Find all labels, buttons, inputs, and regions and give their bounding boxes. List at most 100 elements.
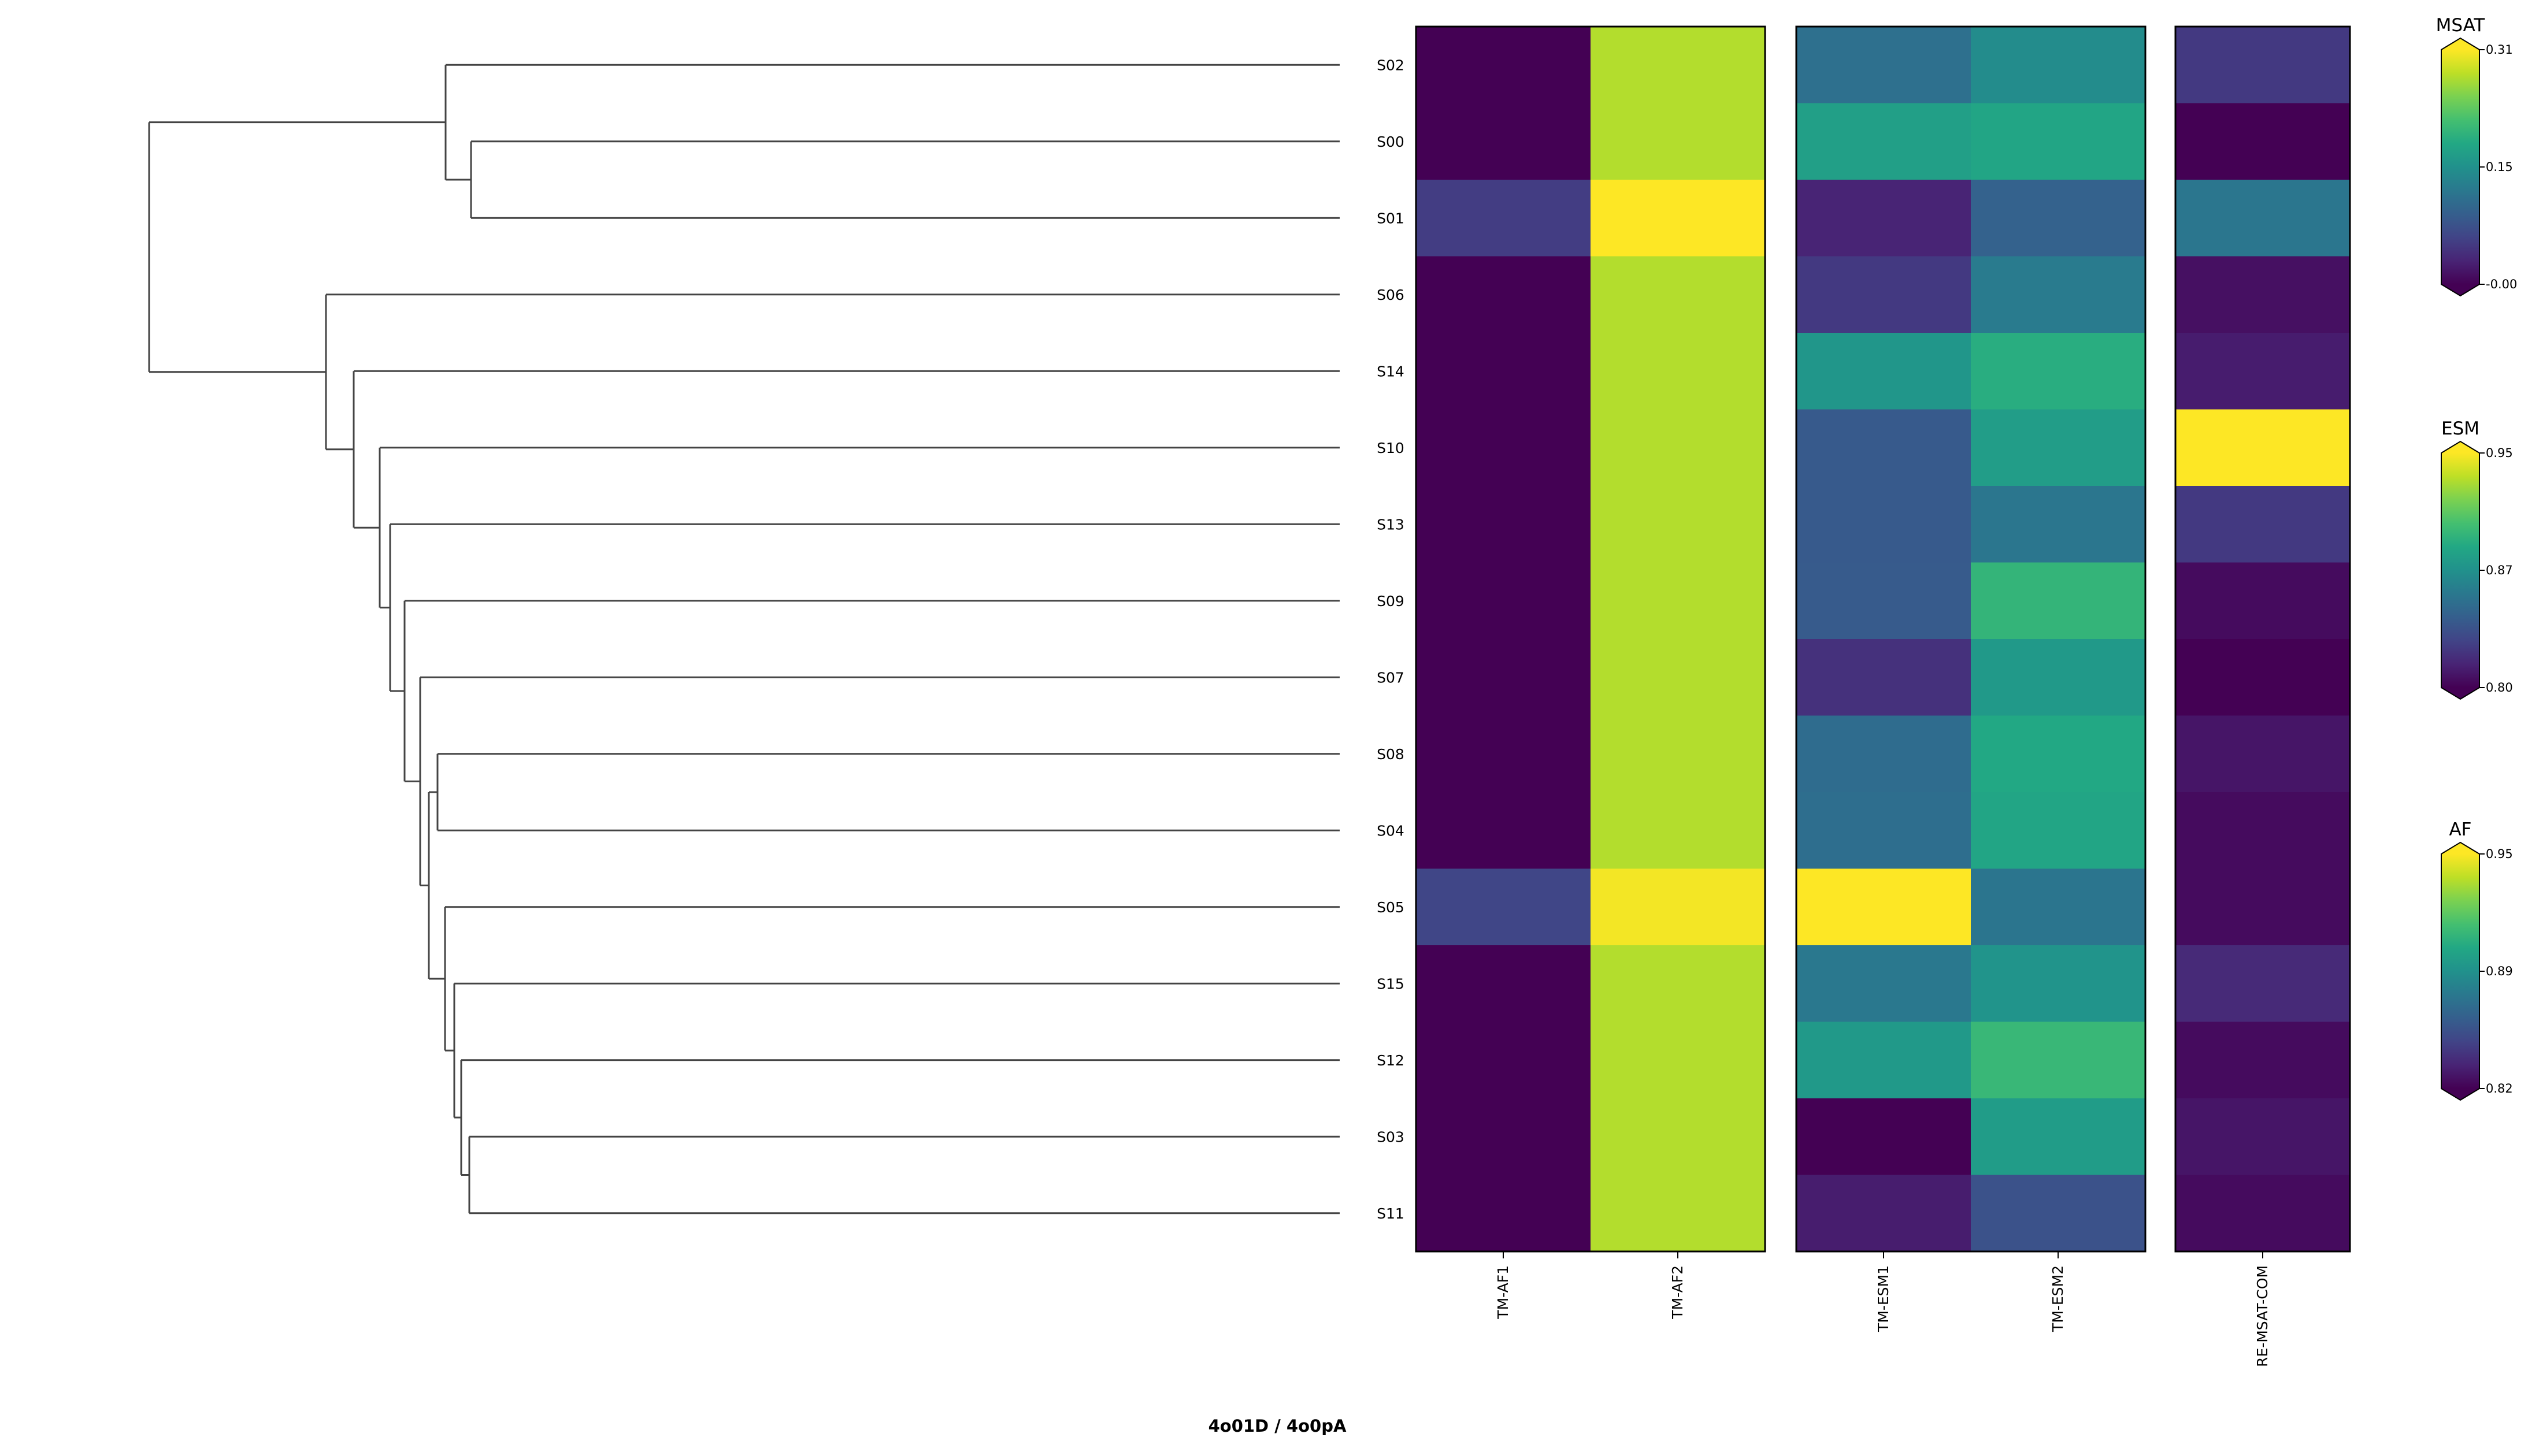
- column-label: TM-AF2: [1669, 1265, 1686, 1320]
- colorbar-tick-label: 0.82: [2486, 1082, 2513, 1095]
- row-label: S08: [1377, 746, 1404, 763]
- heatmap-cell: [1971, 1175, 2146, 1252]
- colorbar-min-extend: [2441, 284, 2479, 296]
- row-label: S09: [1377, 593, 1404, 610]
- heatmap-cell: [1591, 1175, 1766, 1252]
- heatmap-cell: [1971, 333, 2146, 410]
- heatmap-group-msat: [2174, 25, 2351, 1253]
- row-labels: S02 S00 S01 S06 S14 S10 S13 S09 S07 S08 S04 S05 S15 S…: [1377, 57, 1404, 1222]
- heatmap-cell: [1971, 562, 2146, 640]
- heatmap-cell: [1796, 868, 1971, 946]
- heatmap-cell: [1416, 1175, 1591, 1252]
- colorbar-tick-label: 0.15: [2486, 160, 2513, 174]
- heatmap-cell: [1416, 1022, 1591, 1099]
- column-label: RE-MSAT-COM: [2254, 1265, 2271, 1367]
- row-label: S12: [1377, 1052, 1404, 1069]
- heatmap-cell: [1971, 868, 2146, 946]
- heatmap-cell: [1591, 792, 1766, 870]
- heatmap-cell: [1796, 27, 1971, 104]
- heatmap-cell: [2175, 1022, 2351, 1099]
- colorbar-af: AF 0.82 0.89 0.95: [2441, 819, 2513, 1101]
- heatmap-cell: [2175, 333, 2351, 410]
- colorbar-tick-label: 0.87: [2486, 563, 2513, 577]
- heatmap-cell: [2175, 868, 2351, 946]
- colorbar-gradient: [2441, 453, 2479, 688]
- heatmap-cell: [1591, 409, 1766, 486]
- heatmap-group-af: [1415, 25, 1766, 1253]
- row-label: S13: [1377, 516, 1404, 533]
- colorbars: AF 0.82 0.89 0.95 ESM 0.80 0.87 0.95 MSAT -0.00 0.…: [2436, 15, 2517, 1101]
- row-label: S01: [1377, 210, 1404, 226]
- row-label: S07: [1377, 669, 1404, 686]
- heatmap-cell: [2175, 715, 2351, 793]
- heatmap-cell: [1591, 486, 1766, 563]
- heatmap-cell: [1971, 715, 2146, 793]
- row-label: S11: [1377, 1205, 1404, 1222]
- heatmap-cell: [1591, 868, 1766, 946]
- heatmap-cell: [1591, 1098, 1766, 1176]
- heatmap-cell: [1416, 715, 1591, 793]
- column-label: TM-ESM2: [2049, 1265, 2066, 1332]
- row-label: S02: [1377, 57, 1404, 73]
- heatmap-cell: [1971, 1022, 2146, 1099]
- heatmap-cell: [1796, 945, 1971, 1023]
- heatmap-cell: [1416, 409, 1591, 486]
- heatmap-cell: [1971, 792, 2146, 870]
- heatmap-cell: [1591, 27, 1766, 104]
- heatmap-cell: [1591, 639, 1766, 716]
- heatmap-cell: [1796, 409, 1971, 486]
- row-label: S15: [1377, 975, 1404, 992]
- heatmap-cell: [2175, 103, 2351, 180]
- heatmap-cell: [2175, 1175, 2351, 1252]
- heatmap-cell: [1796, 256, 1971, 333]
- colorbar-max-extend: [2441, 38, 2479, 50]
- colorbar-title: ESM: [2441, 418, 2479, 439]
- heatmap-cell: [1796, 486, 1971, 563]
- heatmap-cell: [1416, 180, 1591, 257]
- heatmap-cell: [1971, 945, 2146, 1023]
- row-label: S14: [1377, 363, 1404, 380]
- heatmap-cell: [1416, 1098, 1591, 1176]
- heatmap-cell: [2175, 639, 2351, 716]
- heatmap-cell: [1416, 256, 1591, 333]
- row-label: S00: [1377, 133, 1404, 150]
- heatmap-cell: [1416, 103, 1591, 180]
- colorbar-max-extend: [2441, 842, 2479, 854]
- heatmap-cell: [1796, 1175, 1971, 1252]
- colorbar-max-extend: [2441, 441, 2479, 453]
- heatmap-cell: [1796, 562, 1971, 640]
- colorbar-tick-label: -0.00: [2486, 277, 2517, 291]
- heatmap-cell: [1796, 1098, 1971, 1176]
- row-label: S04: [1377, 822, 1404, 839]
- heatmap-cell: [2175, 486, 2351, 563]
- row-label: S05: [1377, 899, 1404, 916]
- dendrogram: [148, 64, 1340, 1214]
- colorbar-tick-label: 0.31: [2486, 43, 2513, 57]
- heatmap-cell: [1971, 103, 2146, 180]
- heatmap-cell: [1796, 103, 1971, 180]
- heatmap-cell: [1416, 868, 1591, 946]
- heatmap-cell: [2175, 945, 2351, 1023]
- colorbar-min-extend: [2441, 688, 2479, 699]
- heatmap-cell: [1591, 333, 1766, 410]
- heatmap-cell: [2175, 562, 2351, 640]
- column-label: TM-ESM1: [1875, 1265, 1892, 1332]
- heatmap-group-esm: [1795, 25, 2147, 1253]
- heatmap-cell: [1416, 562, 1591, 640]
- heatmap-cell: [1416, 945, 1591, 1023]
- heatmap-cell: [1971, 409, 2146, 486]
- heatmap-cell: [1591, 180, 1766, 257]
- heatmap-cell: [2175, 256, 2351, 333]
- heatmap-cell: [1591, 1022, 1766, 1099]
- heatmap-cell: [2175, 180, 2351, 257]
- heatmap-cell: [1971, 639, 2146, 716]
- heatmap-cell: [1416, 639, 1591, 716]
- heatmap-cell: [1796, 333, 1971, 410]
- heatmap-cell: [1796, 639, 1971, 716]
- colorbar-tick-label: 0.95: [2486, 446, 2513, 460]
- heatmap-cell: [1796, 792, 1971, 870]
- column-label: TM-AF1: [1495, 1265, 1511, 1320]
- colorbar-msat: MSAT -0.00 0.15 0.31: [2436, 15, 2517, 297]
- heatmap-cell: [2175, 792, 2351, 870]
- colorbar-min-extend: [2441, 1089, 2479, 1100]
